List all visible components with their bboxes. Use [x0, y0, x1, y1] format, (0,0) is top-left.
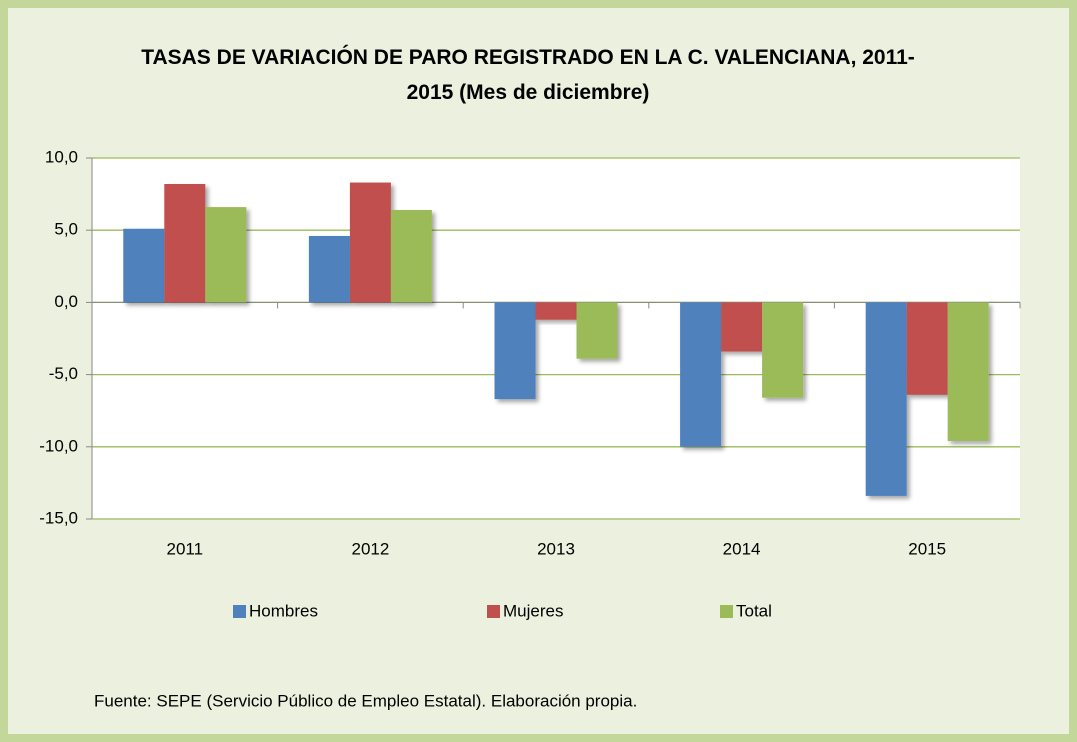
bar [494, 302, 536, 400]
chart-title: TASAS DE VARIACIÓN DE PARO REGISTRADO EN… [141, 46, 915, 104]
legend-label: Hombres [249, 601, 318, 620]
plot-area [92, 158, 1020, 519]
x-tick-label: 2015 [908, 539, 946, 558]
x-tick-label: 2014 [723, 539, 761, 558]
legend-swatch [233, 605, 246, 618]
bar [308, 235, 350, 303]
x-tick-label: 2013 [537, 539, 575, 558]
bar [535, 302, 577, 320]
bar [865, 302, 907, 496]
legend-label: Total [736, 601, 772, 620]
y-tick-label: -5,0 [49, 364, 78, 383]
bar [390, 209, 432, 303]
bar [680, 302, 722, 447]
y-tick-label: -15,0 [39, 508, 78, 527]
bar [906, 302, 948, 395]
y-tick-label: 0,0 [54, 292, 78, 311]
y-tick-label: -10,0 [39, 436, 78, 455]
x-tick-label: 2012 [351, 539, 389, 558]
bar [576, 302, 618, 359]
bar [123, 228, 165, 303]
legend-swatch [487, 605, 500, 618]
bar [205, 207, 247, 303]
y-tick-label: 5,0 [54, 220, 78, 239]
y-tick-label: 10,0 [45, 147, 78, 166]
bar [349, 182, 391, 303]
bar [947, 302, 989, 442]
legend-swatch [720, 605, 733, 618]
legend-label: Mujeres [503, 601, 563, 620]
bar [762, 302, 804, 398]
bar [164, 183, 206, 303]
source-note: Fuente: SEPE (Servicio Público de Empleo… [94, 691, 637, 710]
bar [721, 302, 763, 352]
x-tick-label: 2011 [167, 539, 204, 558]
